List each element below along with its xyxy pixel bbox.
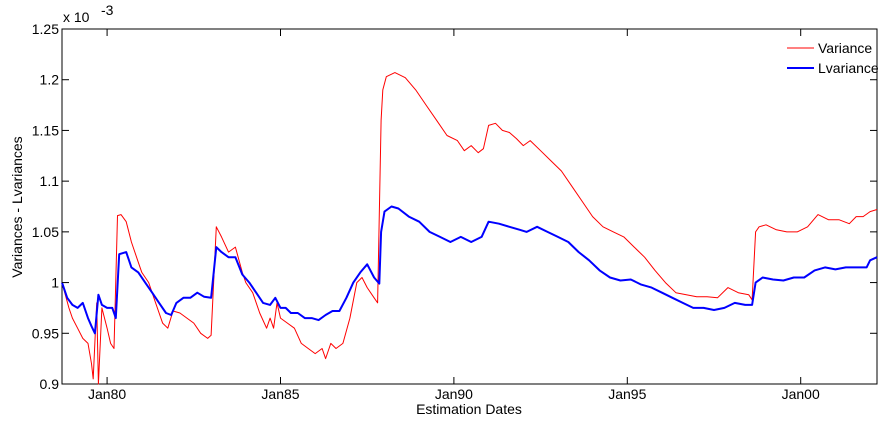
legend-label-variance: Variance [818, 40, 872, 56]
y-tick-label: 1.2 [40, 72, 60, 88]
y-tick-label: 0.9 [40, 376, 60, 392]
y-exponent-label: x 10 [63, 9, 90, 25]
x-tick-label: Jan00 [782, 386, 820, 402]
series-layer [61, 72, 878, 385]
legend-label-lvariance: Lvariance [818, 60, 879, 76]
y-axis-label: Variances - Lvariances [9, 136, 25, 277]
tick-layer: Jan80 Jan85 Jan90 Jan95 Jan00 0.9 0.95 1 1.05 1.1… [32, 21, 877, 402]
y-tick-label: 1 [51, 275, 59, 291]
y-tick-label: 1.1 [40, 173, 60, 189]
x-tick-label: Jan80 [88, 386, 126, 402]
x-tick-label: Jan85 [261, 386, 299, 402]
y-tick-label: 1.15 [32, 122, 59, 138]
y-tick-label: 1.25 [32, 21, 59, 37]
y-tick-label: 0.95 [32, 325, 59, 341]
legend: Variance Lvariance [787, 40, 879, 76]
y-exponent-power: -3 [101, 2, 114, 18]
y-tick-label: 1.05 [32, 224, 59, 240]
x-tick-label: Jan90 [435, 386, 473, 402]
plot-area [61, 28, 878, 385]
series-line-lvariance [61, 205, 878, 335]
x-tick-label: Jan95 [608, 386, 646, 402]
series-line-variance [61, 72, 878, 385]
x-axis-label: Estimation Dates [416, 401, 522, 417]
